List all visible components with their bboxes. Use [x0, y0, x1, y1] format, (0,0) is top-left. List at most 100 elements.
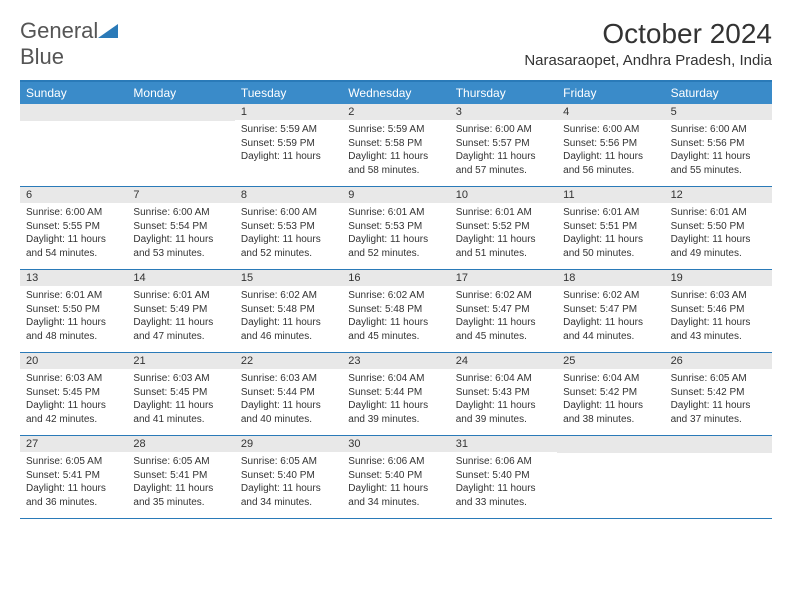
day-cell: 16Sunrise: 6:02 AMSunset: 5:48 PMDayligh…	[342, 270, 449, 352]
daylight-text: Daylight: 11 hours and 50 minutes.	[563, 233, 658, 260]
daylight-text: Daylight: 11 hours and 37 minutes.	[671, 399, 766, 426]
triangle-icon	[98, 24, 118, 38]
sunset-text: Sunset: 5:52 PM	[456, 220, 551, 234]
sunset-text: Sunset: 5:40 PM	[456, 469, 551, 483]
day-number: 29	[235, 436, 342, 452]
daylight-text: Daylight: 11 hours and 58 minutes.	[348, 150, 443, 177]
daylight-text: Daylight: 11 hours and 45 minutes.	[456, 316, 551, 343]
daylight-text: Daylight: 11 hours and 48 minutes.	[26, 316, 121, 343]
day-body: Sunrise: 6:04 AMSunset: 5:43 PMDaylight:…	[450, 369, 557, 430]
sunrise-text: Sunrise: 6:02 AM	[241, 289, 336, 303]
sunset-text: Sunset: 5:50 PM	[671, 220, 766, 234]
day-number: 2	[342, 104, 449, 120]
daylight-text: Daylight: 11 hours and 43 minutes.	[671, 316, 766, 343]
empty-day	[127, 104, 234, 121]
day-header: Friday	[557, 82, 664, 104]
day-body: Sunrise: 6:00 AMSunset: 5:54 PMDaylight:…	[127, 203, 234, 264]
day-cell	[127, 104, 234, 186]
day-number: 3	[450, 104, 557, 120]
day-cell: 1Sunrise: 5:59 AMSunset: 5:59 PMDaylight…	[235, 104, 342, 186]
sunset-text: Sunset: 5:50 PM	[26, 303, 121, 317]
day-cell: 22Sunrise: 6:03 AMSunset: 5:44 PMDayligh…	[235, 353, 342, 435]
day-cell: 10Sunrise: 6:01 AMSunset: 5:52 PMDayligh…	[450, 187, 557, 269]
day-body: Sunrise: 6:02 AMSunset: 5:48 PMDaylight:…	[235, 286, 342, 347]
day-number: 6	[20, 187, 127, 203]
sunrise-text: Sunrise: 6:03 AM	[671, 289, 766, 303]
sunset-text: Sunset: 5:56 PM	[671, 137, 766, 151]
day-body: Sunrise: 6:00 AMSunset: 5:56 PMDaylight:…	[665, 120, 772, 181]
title-block: October 2024 Narasaraopet, Andhra Prades…	[524, 18, 772, 69]
day-cell: 18Sunrise: 6:02 AMSunset: 5:47 PMDayligh…	[557, 270, 664, 352]
sunrise-text: Sunrise: 6:00 AM	[563, 123, 658, 137]
day-cell: 14Sunrise: 6:01 AMSunset: 5:49 PMDayligh…	[127, 270, 234, 352]
day-cell: 7Sunrise: 6:00 AMSunset: 5:54 PMDaylight…	[127, 187, 234, 269]
day-body: Sunrise: 6:05 AMSunset: 5:40 PMDaylight:…	[235, 452, 342, 513]
day-cell: 11Sunrise: 6:01 AMSunset: 5:51 PMDayligh…	[557, 187, 664, 269]
day-body: Sunrise: 6:03 AMSunset: 5:46 PMDaylight:…	[665, 286, 772, 347]
daylight-text: Daylight: 11 hours and 42 minutes.	[26, 399, 121, 426]
sunset-text: Sunset: 5:43 PM	[456, 386, 551, 400]
day-number: 21	[127, 353, 234, 369]
sunset-text: Sunset: 5:48 PM	[348, 303, 443, 317]
day-cell: 27Sunrise: 6:05 AMSunset: 5:41 PMDayligh…	[20, 436, 127, 518]
week-row: 20Sunrise: 6:03 AMSunset: 5:45 PMDayligh…	[20, 353, 772, 436]
day-body: Sunrise: 5:59 AMSunset: 5:59 PMDaylight:…	[235, 120, 342, 168]
sunset-text: Sunset: 5:40 PM	[348, 469, 443, 483]
sunset-text: Sunset: 5:41 PM	[133, 469, 228, 483]
daylight-text: Daylight: 11 hours and 39 minutes.	[456, 399, 551, 426]
day-number: 25	[557, 353, 664, 369]
sunset-text: Sunset: 5:53 PM	[348, 220, 443, 234]
daylight-text: Daylight: 11 hours and 34 minutes.	[241, 482, 336, 509]
day-header: Monday	[127, 82, 234, 104]
sunrise-text: Sunrise: 6:05 AM	[241, 455, 336, 469]
day-body: Sunrise: 6:01 AMSunset: 5:49 PMDaylight:…	[127, 286, 234, 347]
sunrise-text: Sunrise: 6:04 AM	[456, 372, 551, 386]
day-body: Sunrise: 6:03 AMSunset: 5:45 PMDaylight:…	[20, 369, 127, 430]
logo-word2: Blue	[20, 44, 118, 70]
header: General Blue October 2024 Narasaraopet, …	[20, 18, 772, 70]
day-cell: 6Sunrise: 6:00 AMSunset: 5:55 PMDaylight…	[20, 187, 127, 269]
empty-day	[665, 436, 772, 453]
sunset-text: Sunset: 5:44 PM	[241, 386, 336, 400]
daylight-text: Daylight: 11 hours and 52 minutes.	[241, 233, 336, 260]
day-cell: 25Sunrise: 6:04 AMSunset: 5:42 PMDayligh…	[557, 353, 664, 435]
day-number: 17	[450, 270, 557, 286]
sunrise-text: Sunrise: 6:04 AM	[348, 372, 443, 386]
day-cell: 17Sunrise: 6:02 AMSunset: 5:47 PMDayligh…	[450, 270, 557, 352]
day-cell: 29Sunrise: 6:05 AMSunset: 5:40 PMDayligh…	[235, 436, 342, 518]
day-body: Sunrise: 6:05 AMSunset: 5:41 PMDaylight:…	[127, 452, 234, 513]
daylight-text: Daylight: 11 hours and 56 minutes.	[563, 150, 658, 177]
day-number: 26	[665, 353, 772, 369]
day-number: 8	[235, 187, 342, 203]
logo: General Blue	[20, 18, 118, 70]
day-body: Sunrise: 6:03 AMSunset: 5:44 PMDaylight:…	[235, 369, 342, 430]
sunset-text: Sunset: 5:58 PM	[348, 137, 443, 151]
day-cell: 15Sunrise: 6:02 AMSunset: 5:48 PMDayligh…	[235, 270, 342, 352]
daylight-text: Daylight: 11 hours and 39 minutes.	[348, 399, 443, 426]
sunset-text: Sunset: 5:44 PM	[348, 386, 443, 400]
daylight-text: Daylight: 11 hours and 57 minutes.	[456, 150, 551, 177]
day-number: 27	[20, 436, 127, 452]
day-number: 9	[342, 187, 449, 203]
day-body: Sunrise: 6:00 AMSunset: 5:53 PMDaylight:…	[235, 203, 342, 264]
sunrise-text: Sunrise: 6:02 AM	[348, 289, 443, 303]
day-body: Sunrise: 6:01 AMSunset: 5:50 PMDaylight:…	[665, 203, 772, 264]
sunset-text: Sunset: 5:51 PM	[563, 220, 658, 234]
day-body: Sunrise: 6:02 AMSunset: 5:48 PMDaylight:…	[342, 286, 449, 347]
day-number: 24	[450, 353, 557, 369]
day-number: 16	[342, 270, 449, 286]
day-number: 12	[665, 187, 772, 203]
day-number: 7	[127, 187, 234, 203]
sunrise-text: Sunrise: 6:06 AM	[456, 455, 551, 469]
sunrise-text: Sunrise: 6:01 AM	[563, 206, 658, 220]
sunset-text: Sunset: 5:45 PM	[26, 386, 121, 400]
day-body: Sunrise: 6:04 AMSunset: 5:42 PMDaylight:…	[557, 369, 664, 430]
daylight-text: Daylight: 11 hours and 55 minutes.	[671, 150, 766, 177]
sunset-text: Sunset: 5:57 PM	[456, 137, 551, 151]
day-body: Sunrise: 6:06 AMSunset: 5:40 PMDaylight:…	[342, 452, 449, 513]
day-number: 1	[235, 104, 342, 120]
day-cell	[557, 436, 664, 518]
daylight-text: Daylight: 11 hours and 41 minutes.	[133, 399, 228, 426]
sunrise-text: Sunrise: 5:59 AM	[348, 123, 443, 137]
day-number: 14	[127, 270, 234, 286]
